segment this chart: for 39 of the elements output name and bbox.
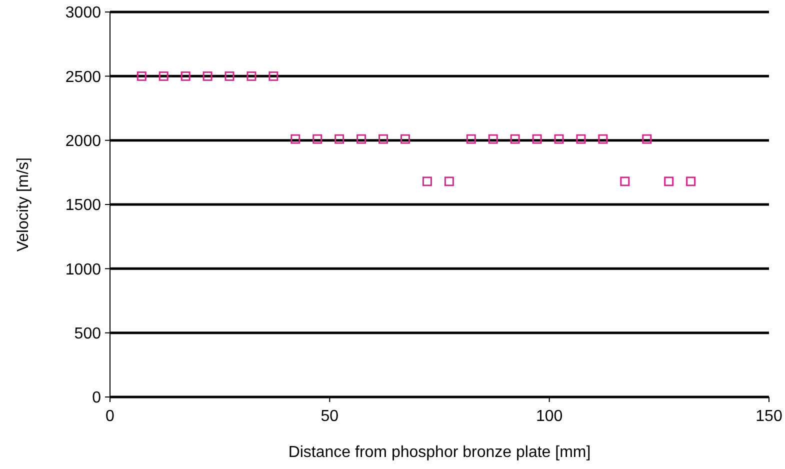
point (334, 134, 344, 144)
point (466, 134, 476, 144)
x-tick-label: 150 (756, 408, 782, 425)
point (202, 71, 212, 81)
point (356, 134, 366, 144)
point (136, 71, 146, 81)
point (686, 176, 696, 186)
point (378, 134, 388, 144)
point (290, 134, 300, 144)
point (180, 71, 190, 81)
y-tick-label: 1500 (65, 197, 102, 214)
y-axis-title: Velocity [m/s] (15, 157, 32, 252)
point (488, 134, 498, 144)
y-tick-label: 0 (92, 390, 102, 407)
point (246, 71, 256, 81)
point (400, 134, 410, 144)
point (620, 176, 630, 186)
x-tick-label: 100 (536, 408, 563, 425)
point (576, 134, 586, 144)
point (532, 134, 542, 144)
point (312, 134, 322, 144)
point (268, 71, 278, 81)
y-tick-label: 1000 (65, 261, 102, 278)
point (158, 71, 168, 81)
point (598, 134, 608, 144)
x-tick-label: 0 (106, 408, 115, 425)
y-tick-label: 2500 (65, 68, 102, 86)
point (510, 134, 520, 144)
x-tick-label: 50 (320, 408, 339, 425)
point (664, 176, 674, 186)
point (224, 71, 234, 81)
point (444, 176, 454, 186)
point (422, 176, 432, 186)
y-tick-label: 3000 (65, 4, 102, 22)
y-tick-label: 2000 (65, 132, 102, 150)
point (554, 134, 564, 144)
y-tick-label: 500 (74, 325, 102, 342)
x-axis-title: Distance from phosphor bronze plate [mm] (288, 444, 591, 461)
point (642, 134, 652, 144)
